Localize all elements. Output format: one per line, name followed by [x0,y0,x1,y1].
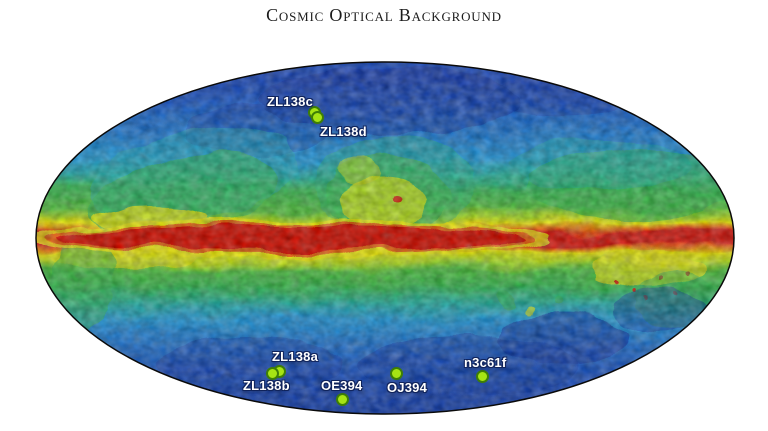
sky-point-label-ZL138a: ZL138a [272,349,319,364]
sky-map-interior [36,62,734,414]
sky-point-label-OE394: OE394 [321,378,363,393]
sky-point-dot-ZL138d [310,110,324,124]
sky-point-label-n3c61f: n3c61f [464,355,507,370]
sky-point-label-OJ394: OJ394 [387,380,428,395]
figure-title: Cosmic Optical Background [266,5,502,25]
map-outline [35,61,735,415]
sky-point-label-ZL138d: ZL138d [320,124,367,139]
sky-point-dot-ZL138b [265,366,279,380]
sky-point-label-ZL138c: ZL138c [267,94,314,109]
sky-point-label-ZL138b: ZL138b [243,378,290,393]
sky-point-dot-n3c61f [475,369,489,383]
sky-point-dot-OJ394 [389,366,403,380]
noise-texture-light [36,62,734,414]
sky-point-dot-OE394 [335,392,349,406]
